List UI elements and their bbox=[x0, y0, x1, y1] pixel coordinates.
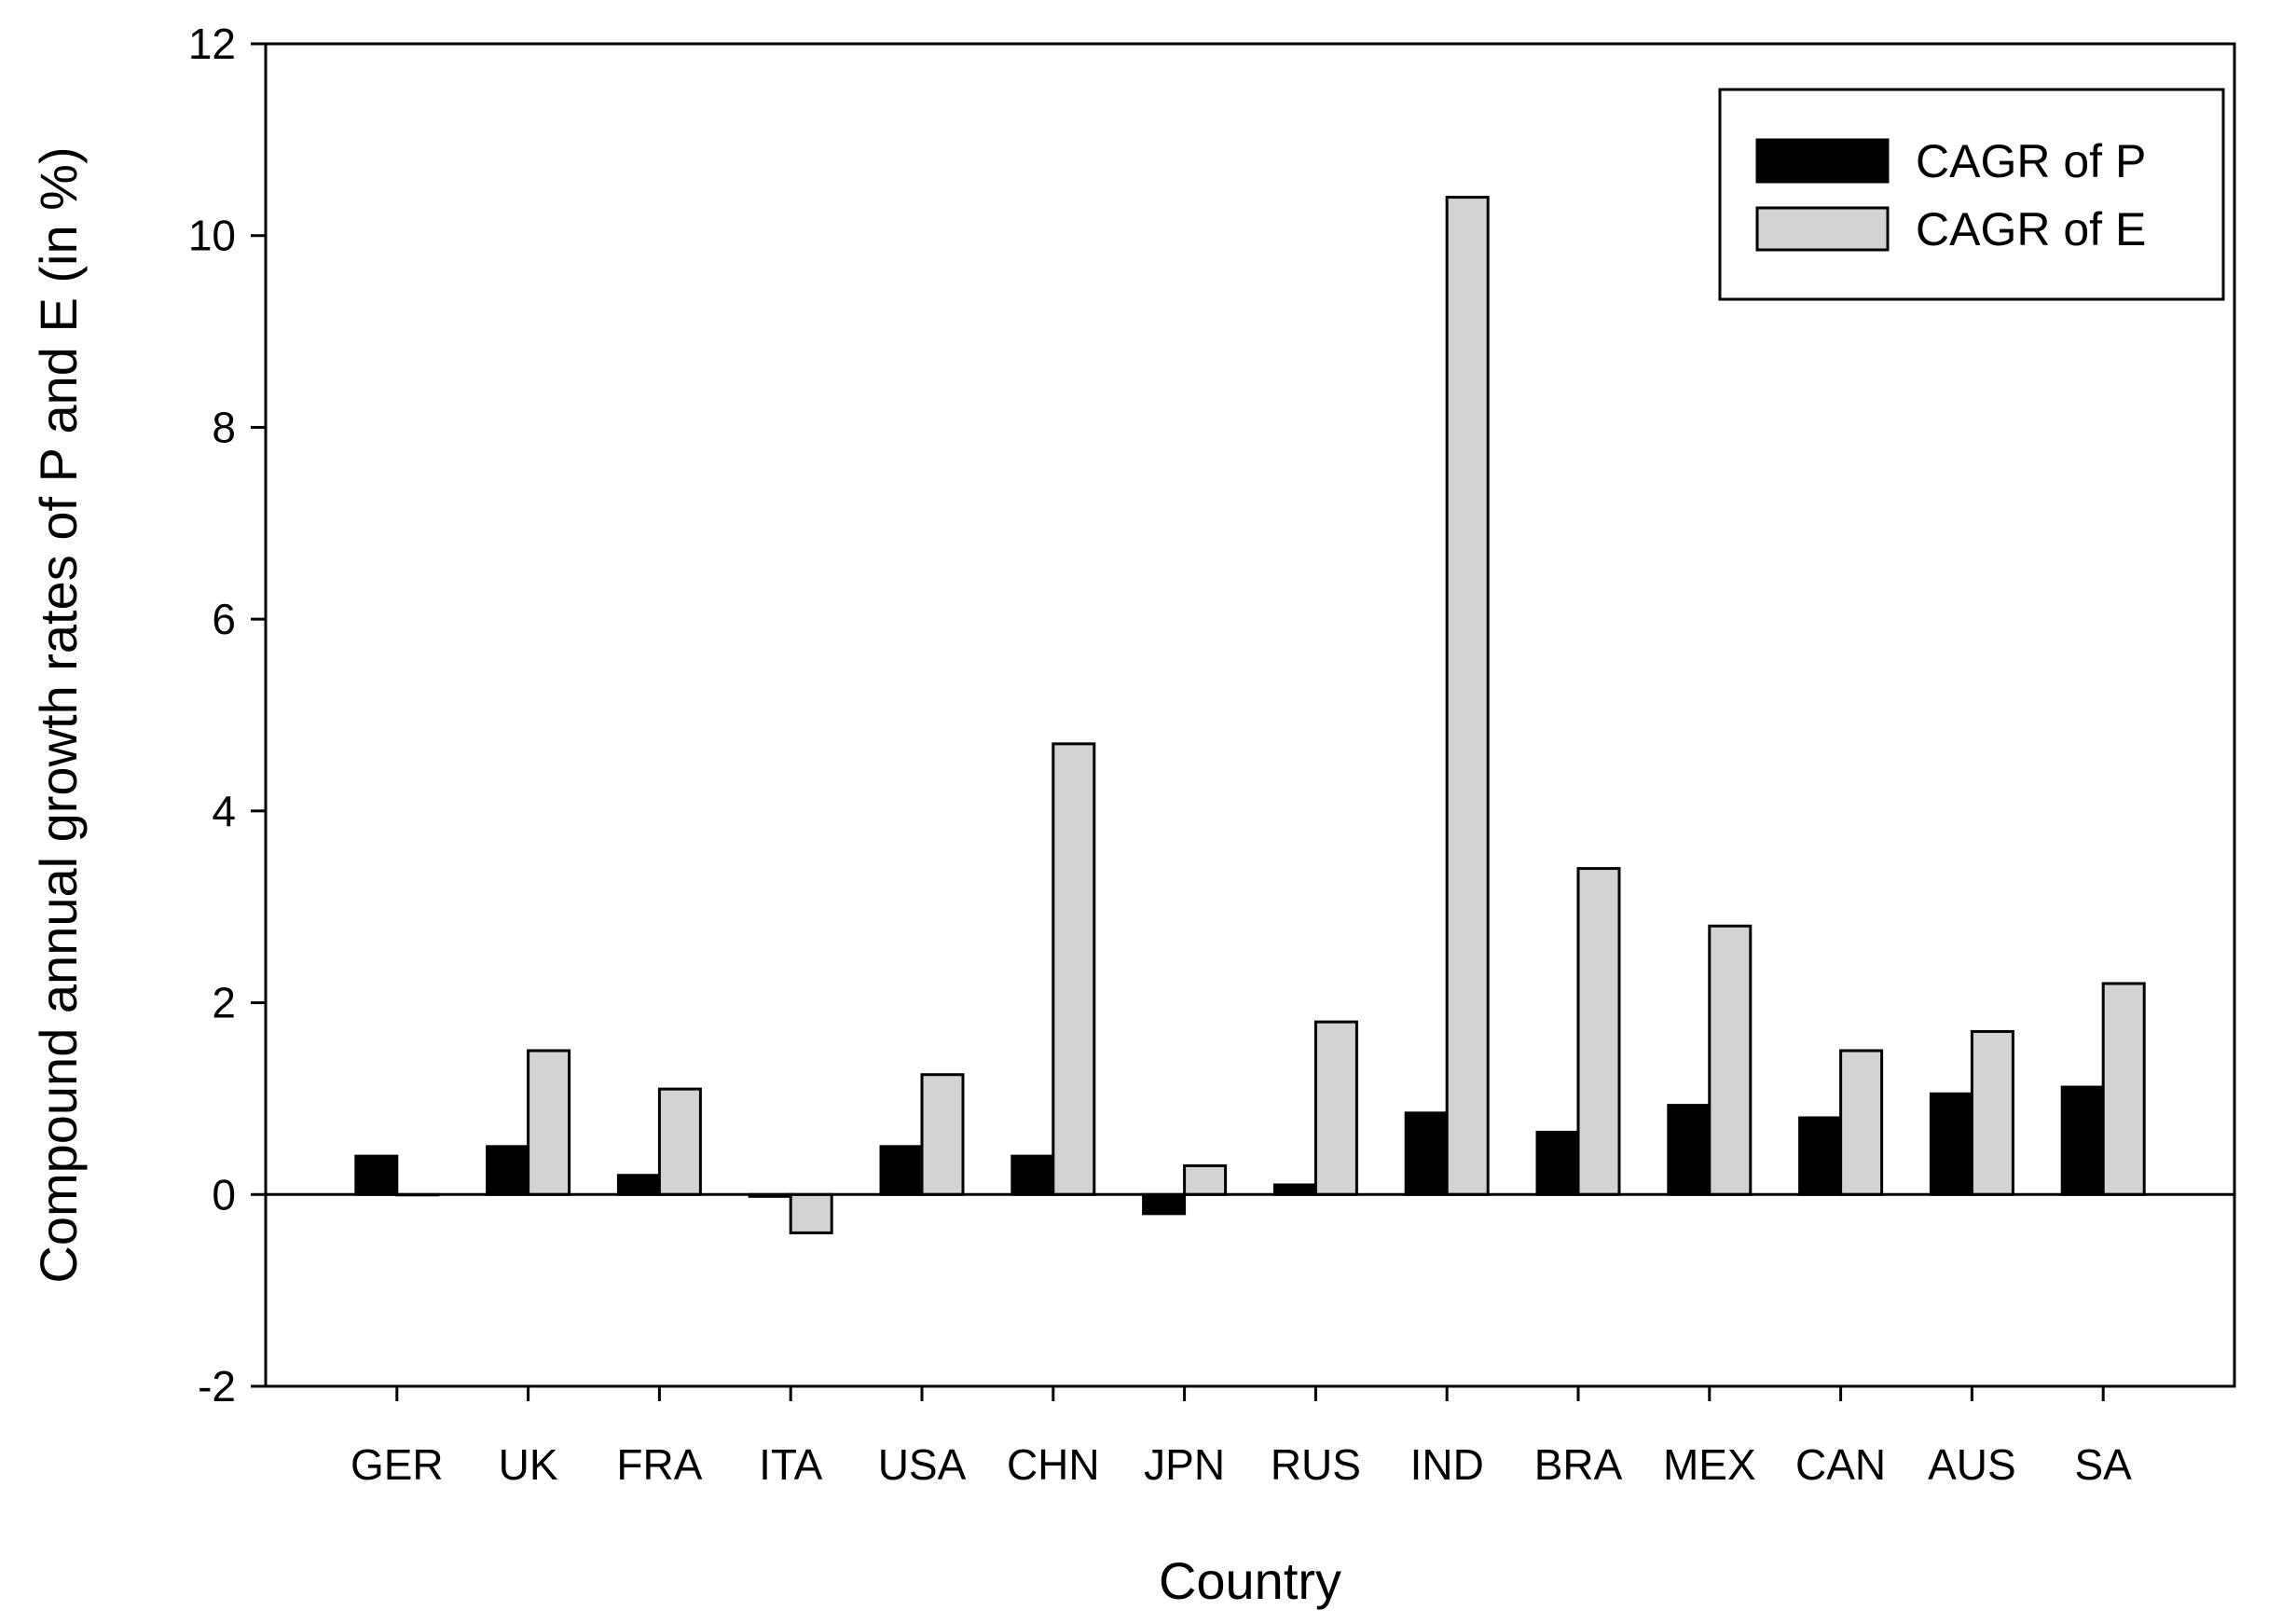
bar-e-rus bbox=[1313, 1020, 1358, 1196]
y-tick-label: 0 bbox=[212, 1170, 236, 1218]
bars-layer bbox=[354, 196, 2146, 1234]
x-tick-label-chn: CHN bbox=[1007, 1440, 1100, 1489]
bar-e-jpn bbox=[1183, 1163, 1228, 1196]
bar-e-bra bbox=[1576, 867, 1621, 1196]
x-tick-label-fra: FRA bbox=[616, 1440, 702, 1489]
bar-p-aus bbox=[1929, 1092, 1973, 1196]
x-tick-label-rus: RUS bbox=[1271, 1440, 1361, 1489]
x-tick-label-uk: UK bbox=[499, 1440, 558, 1489]
bar-p-uk bbox=[486, 1145, 530, 1196]
axes-layer bbox=[264, 42, 2236, 1388]
bar-e-ind bbox=[1445, 196, 1490, 1196]
bar-p-rus bbox=[1272, 1183, 1317, 1196]
bar-p-usa bbox=[879, 1145, 924, 1196]
x-axis-title: Country bbox=[1159, 1551, 1341, 1610]
x-tick-label-ita: ITA bbox=[759, 1440, 822, 1489]
x-tick-label-ind: IND bbox=[1410, 1440, 1484, 1489]
legend-label-e: CAGR of E bbox=[1916, 203, 2146, 255]
y-tick-label: 4 bbox=[212, 787, 236, 835]
y-tick-label: -2 bbox=[198, 1362, 236, 1411]
y-tick-label: 6 bbox=[212, 595, 236, 643]
x-tick-label-mex: MEX bbox=[1663, 1440, 1756, 1489]
bar-p-bra bbox=[1535, 1130, 1580, 1196]
bar-p-ger bbox=[354, 1154, 399, 1196]
bar-e-can bbox=[1839, 1049, 1884, 1196]
bar-e-chn bbox=[1052, 742, 1096, 1196]
bar-e-uk bbox=[527, 1049, 571, 1196]
y-axis-title: Compound annual growth rates of P and E … bbox=[29, 146, 88, 1283]
bar-p-can bbox=[1798, 1116, 1843, 1196]
bar-p-chn bbox=[1010, 1154, 1055, 1196]
x-tick-label-aus: AUS bbox=[1928, 1440, 2016, 1489]
bar-p-ind bbox=[1404, 1111, 1449, 1196]
y-tick-label: 2 bbox=[212, 979, 236, 1027]
bar-p-jpn bbox=[1142, 1192, 1187, 1216]
x-tick-label-jpn: JPN bbox=[1144, 1440, 1225, 1489]
legend: CAGR of P CAGR of E bbox=[1718, 88, 2225, 301]
legend-label-p: CAGR of P bbox=[1916, 135, 2146, 187]
x-tick-label-can: CAN bbox=[1795, 1440, 1886, 1489]
x-tick-label-bra: BRA bbox=[1534, 1440, 1623, 1489]
legend-swatch-p bbox=[1755, 138, 1890, 184]
bar-p-mex bbox=[1667, 1104, 1712, 1196]
bar-p-fra bbox=[616, 1174, 661, 1196]
bar-e-mex bbox=[1708, 924, 1753, 1196]
bar-p-sa bbox=[2060, 1085, 2105, 1196]
legend-swatch-e bbox=[1755, 206, 1890, 252]
y-tick-label: 12 bbox=[188, 20, 236, 68]
x-tick-label-usa: USA bbox=[878, 1440, 967, 1489]
bar-e-aus bbox=[1970, 1029, 2014, 1196]
bar-e-sa bbox=[2101, 982, 2146, 1196]
legend-box bbox=[1718, 88, 2225, 301]
bar-e-ita bbox=[789, 1192, 833, 1234]
bar-e-fra bbox=[657, 1087, 702, 1196]
plot-frame bbox=[264, 42, 2236, 1388]
y-tick-label: 8 bbox=[212, 403, 236, 451]
x-tick-label-ger: GER bbox=[351, 1440, 444, 1489]
bar-e-usa bbox=[920, 1073, 965, 1196]
x-tick-label-sa: SA bbox=[2075, 1440, 2133, 1489]
ticks-layer: -2 0 2 4 6 8 10 12 GER UK FRA ITA USA CHN JPN RUS IND BRA… bbox=[188, 20, 2132, 1489]
y-tick-label: 10 bbox=[188, 212, 236, 260]
